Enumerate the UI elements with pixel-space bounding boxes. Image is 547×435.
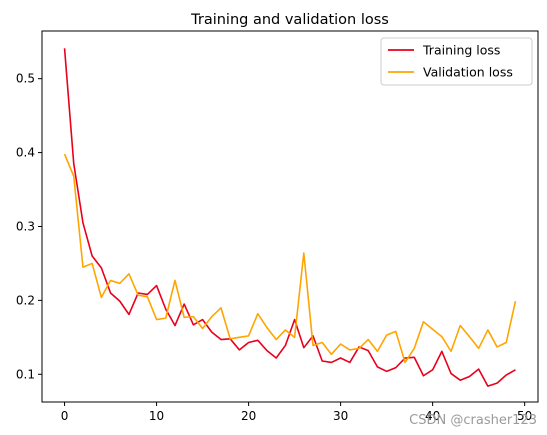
y-axis: 0.1 0.2 0.3 0.4 0.5 xyxy=(16,72,42,381)
x-tick-label: 40 xyxy=(425,409,440,423)
x-tick-label: 10 xyxy=(149,409,164,423)
chart-title: Training and validation loss xyxy=(190,12,389,28)
series-lines xyxy=(63,48,517,387)
x-tick-label: 20 xyxy=(241,409,256,423)
x-tick-label: 50 xyxy=(517,409,532,423)
y-tick-label: 0.1 xyxy=(16,367,35,381)
y-tick-label: 0.3 xyxy=(16,219,35,233)
y-tick-label: 0.5 xyxy=(16,72,35,86)
y-tick-label: 0.4 xyxy=(16,146,35,160)
watermark: CSDN @crasher123 xyxy=(409,413,537,428)
plot-frame xyxy=(41,30,539,403)
x-tick-label: 30 xyxy=(333,409,348,423)
legend-label: Training loss xyxy=(422,43,500,58)
x-tick-label: 0 xyxy=(61,409,69,423)
series-line-training-loss xyxy=(63,48,516,387)
x-axis: 0 10 20 30 40 50 xyxy=(61,402,532,423)
y-tick-label: 0.2 xyxy=(16,293,35,307)
series-line-validation-loss xyxy=(63,153,517,364)
legend-label: Validation loss xyxy=(423,65,513,80)
legend-box xyxy=(380,37,533,86)
legend: Training loss Validation loss xyxy=(380,37,533,86)
